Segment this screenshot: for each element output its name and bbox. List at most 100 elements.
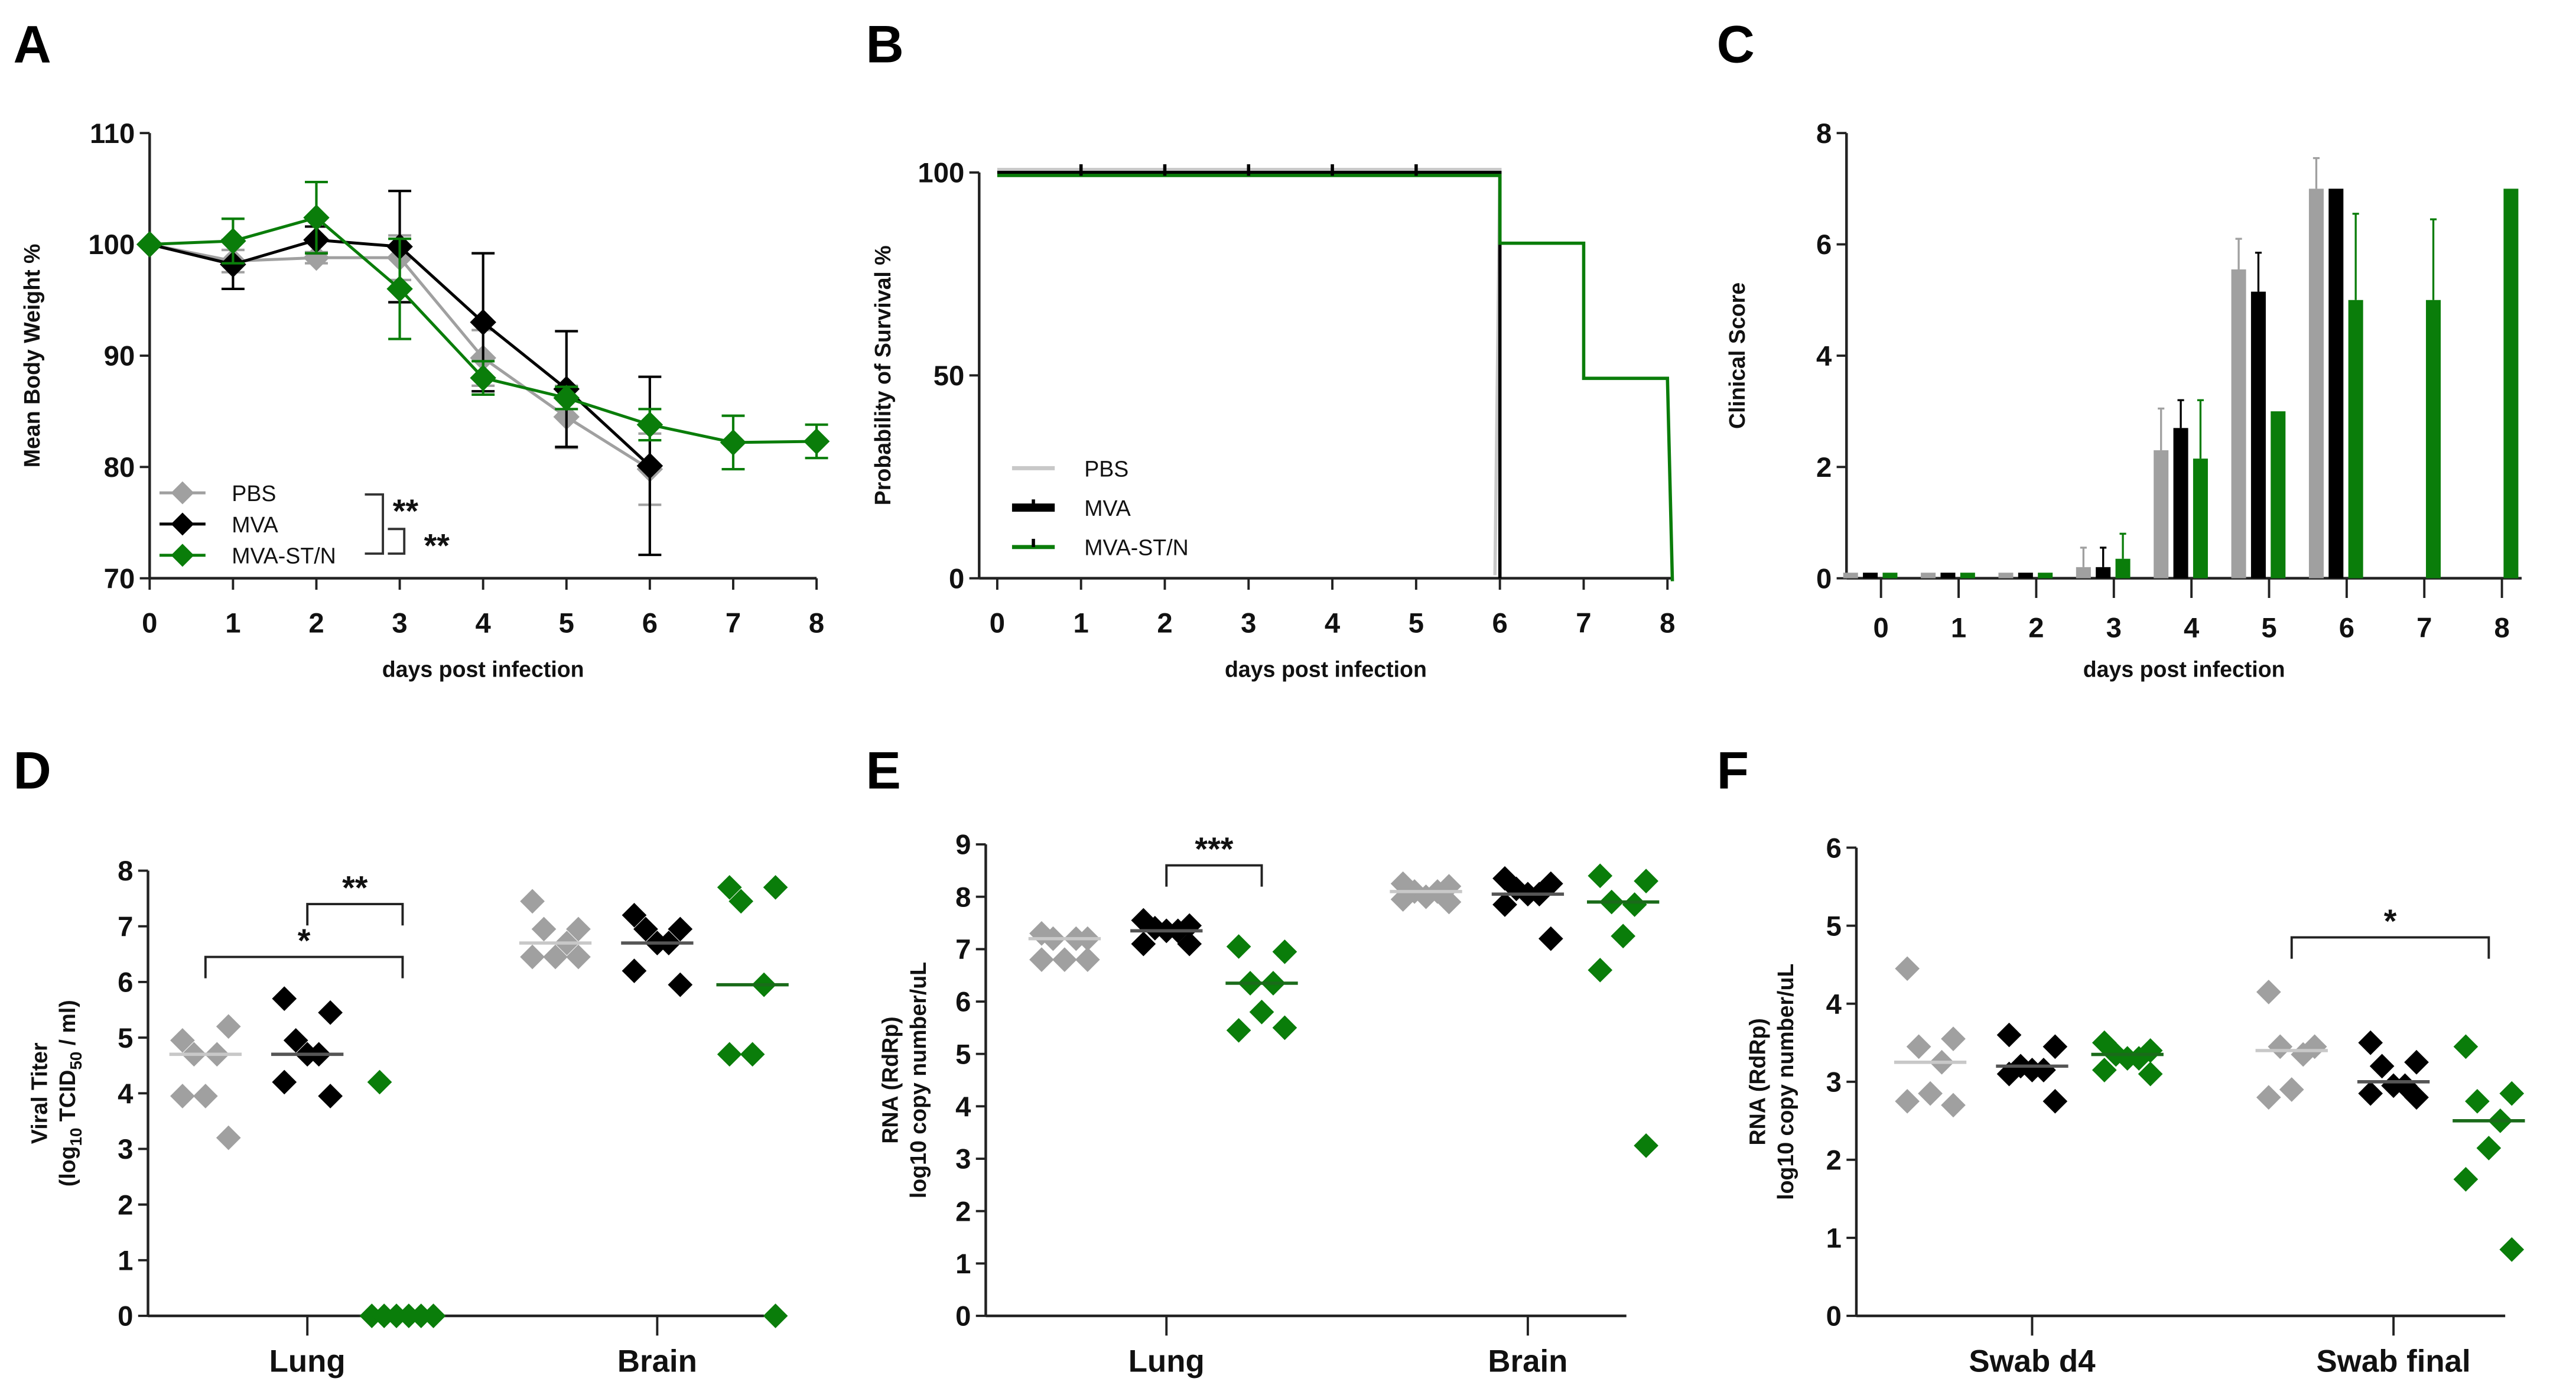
x-tick-label: 5 xyxy=(1409,607,1424,639)
data-point-MVA-ST/N xyxy=(1272,1015,1297,1041)
y-tick-label: 2 xyxy=(118,1189,133,1221)
data-point-MVA xyxy=(283,1028,308,1053)
data-point xyxy=(803,428,830,455)
y-tick-label: 7 xyxy=(955,934,971,965)
data-point-MVA xyxy=(668,972,693,997)
data-point xyxy=(470,309,496,336)
bar-MVA-ST/N xyxy=(1882,573,1898,578)
data-point-MVA-ST/N xyxy=(1588,957,1613,983)
y-tick-label: 1 xyxy=(955,1249,971,1280)
y-axis-label: RNA (RdRp) xyxy=(1745,1018,1770,1145)
y-tick-label: 1 xyxy=(118,1245,133,1276)
category-label: Lung xyxy=(269,1344,346,1379)
bar-PBS xyxy=(2154,450,2169,578)
legend-label: PBS xyxy=(232,481,276,506)
data-point-MVA-ST/N xyxy=(717,1042,742,1067)
data-point-PBS xyxy=(1052,947,1077,972)
bar-MVA-ST/N xyxy=(2038,573,2053,578)
data-point-PBS xyxy=(193,1084,218,1108)
y-axis-label: Clinical Score xyxy=(1725,282,1749,429)
data-point xyxy=(636,453,663,479)
y-tick-label: 0 xyxy=(1816,563,1832,594)
x-tick-label: 3 xyxy=(2106,613,2122,644)
survival-curve-PBS xyxy=(997,168,1502,576)
data-point-PBS xyxy=(1895,956,1920,981)
x-tick-label: 6 xyxy=(642,607,658,639)
panel-letter: A xyxy=(14,15,51,74)
significance-label: ** xyxy=(342,870,368,906)
data-point-MVA xyxy=(2358,1030,2383,1055)
data-point-PBS xyxy=(1918,1081,1943,1106)
data-point-PBS xyxy=(2256,1085,2281,1110)
y-tick-label: 110 xyxy=(90,118,135,149)
legend-marker xyxy=(171,512,194,536)
y-tick-label: 100 xyxy=(88,229,135,261)
y-tick-label: 6 xyxy=(118,967,133,999)
x-axis-label: days post infection xyxy=(382,656,584,681)
y-tick-label: 3 xyxy=(118,1134,133,1165)
legend-label: MVA-ST/N xyxy=(1084,535,1188,560)
data-point-MVA-ST/N xyxy=(1588,863,1613,889)
y-tick-label: 6 xyxy=(1826,833,1842,864)
bar-PBS xyxy=(2308,188,2324,578)
y-tick-label: 0 xyxy=(118,1301,133,1332)
bar-PBS xyxy=(2076,567,2091,578)
significance-label: ** xyxy=(424,528,450,564)
y-tick-label: 0 xyxy=(1826,1301,1842,1332)
data-point-MVA-ST/N xyxy=(1226,934,1251,959)
data-point xyxy=(636,411,663,438)
y-tick-label: 4 xyxy=(1816,341,1832,372)
y-axis-label: Probability of Survival % xyxy=(870,245,895,505)
data-point-PBS xyxy=(1436,889,1462,915)
data-point-MVA-ST/N xyxy=(2453,1034,2479,1059)
y-axis-label: RNA (RdRp) xyxy=(878,1016,903,1143)
x-tick-label: 3 xyxy=(1241,607,1256,639)
y-tick-label: 6 xyxy=(1816,229,1832,261)
bar-MVA xyxy=(1863,573,1878,578)
legend-label: MVA xyxy=(1084,496,1131,521)
data-point-MVA-ST/N xyxy=(1611,924,1636,949)
data-point-MVA-ST/N xyxy=(1272,939,1297,964)
panel-D-scatter-chart: 0 1 2 3 4 5 6 7 8 Viral Titer(log10 TCID50 / ml) L… xyxy=(27,856,789,1379)
data-point-PBS xyxy=(520,889,545,914)
data-point-MVA xyxy=(1996,1022,2022,1048)
significance-label: * xyxy=(2384,903,2397,939)
y-tick-label: 50 xyxy=(934,360,965,392)
data-point-PBS xyxy=(2268,1034,2293,1059)
x-tick-label: 2 xyxy=(2028,613,2044,644)
bar-MVA xyxy=(2096,567,2111,578)
bar-PBS xyxy=(2231,269,2246,578)
y-tick-label: 8 xyxy=(955,882,971,913)
panel-letter: B xyxy=(866,15,903,74)
data-point-PBS xyxy=(2291,1042,2316,1067)
legend-label: PBS xyxy=(1084,456,1128,481)
significance-bracket xyxy=(204,955,404,978)
data-point-MVA xyxy=(2358,1081,2383,1106)
data-point-MVA xyxy=(2042,1034,2068,1059)
bar-MVA-ST/N xyxy=(2348,300,2363,578)
y-tick-label: 2 xyxy=(1826,1145,1842,1176)
data-point-MVA xyxy=(2042,1088,2068,1114)
y-tick-label: 3 xyxy=(955,1144,971,1175)
y-tick-label: 0 xyxy=(949,563,964,594)
x-tick-label: 3 xyxy=(392,607,407,639)
x-tick-label: 0 xyxy=(990,607,1005,639)
y-tick-label: 4 xyxy=(1826,989,1842,1020)
y-tick-label: 70 xyxy=(104,563,135,594)
data-point-MVA xyxy=(272,986,297,1012)
y-tick-label: 90 xyxy=(104,341,135,372)
panel-letter: F xyxy=(1717,741,1749,800)
x-tick-label: 1 xyxy=(225,607,240,639)
y-tick-label: 2 xyxy=(1816,452,1832,483)
x-tick-label: 1 xyxy=(1074,607,1089,639)
data-point-PBS xyxy=(1029,947,1054,972)
category-label: Swab d4 xyxy=(1969,1344,2096,1379)
x-tick-label: 0 xyxy=(142,607,157,639)
data-point-PBS xyxy=(543,944,568,970)
data-point-MVA-ST/N xyxy=(1249,999,1274,1025)
data-point xyxy=(303,244,330,271)
data-point-PBS xyxy=(1895,1088,1920,1114)
